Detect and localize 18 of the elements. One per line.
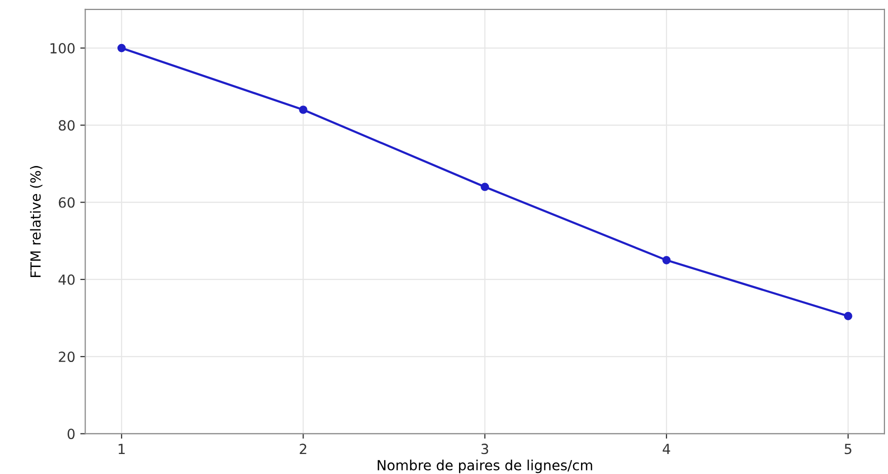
point [299,106,308,114]
y-tick-label: 100 [50,43,75,54]
x-tick-label: 5 [844,444,852,454]
x-tick-label: 1 [118,444,125,454]
point [844,312,852,320]
x-tick-label: 2 [300,444,306,454]
y-tick-label: 40 [58,274,75,285]
point [480,182,490,192]
point [117,44,126,52]
y-tick-label: 20 [58,352,75,362]
x-axis-title: Nombre de paires de lignes/cm [378,460,592,474]
y-tick-label: 0 [68,428,75,440]
y-axis-title: FTM relative (%) [30,166,42,277]
x-tick-label: 4 [662,444,670,454]
y-tick-label: 80 [58,120,75,131]
x-tick-label: 3 [481,444,488,454]
point [662,256,671,264]
y-tick-label: 60 [58,197,75,208]
